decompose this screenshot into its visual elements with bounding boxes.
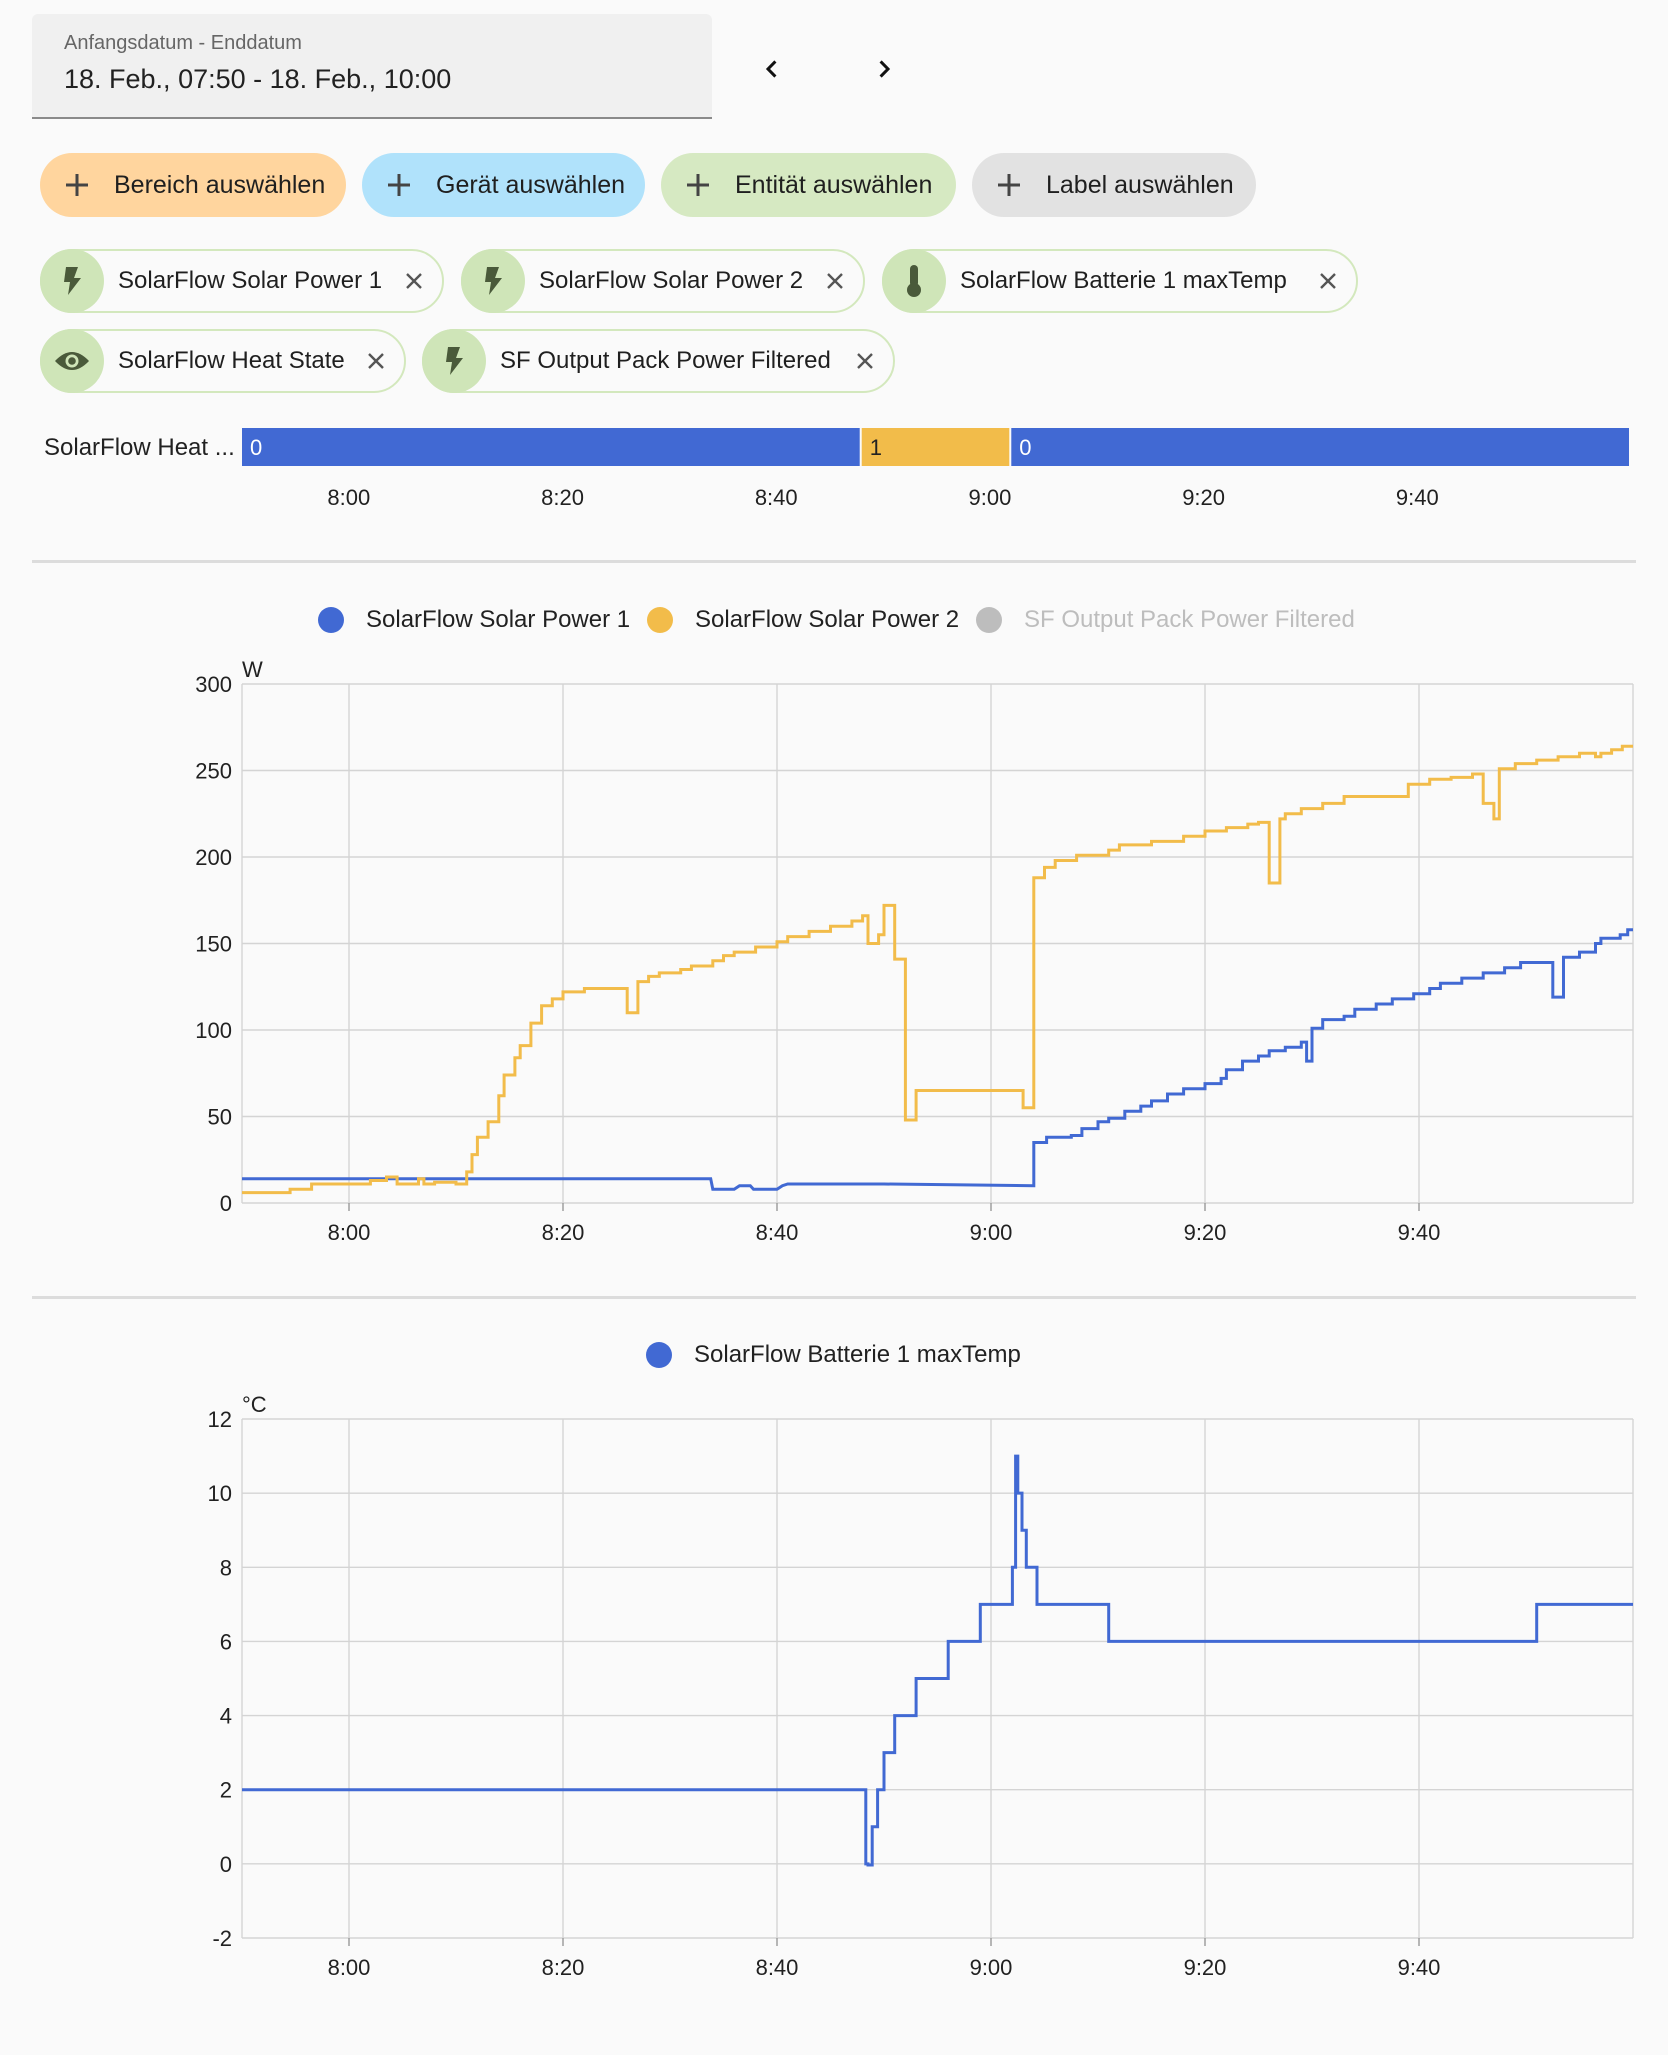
plus-icon bbox=[60, 172, 94, 198]
date-range-field[interactable]: Anfangsdatum - Enddatum 18. Feb., 07:50 … bbox=[32, 14, 712, 119]
y-tick-label: 0 bbox=[220, 1191, 232, 1216]
previous-range-button[interactable] bbox=[748, 45, 796, 93]
entity-chip-solar-power-1[interactable]: SolarFlow Solar Power 1 bbox=[40, 249, 444, 313]
select-device-chip[interactable]: Gerät auswählen bbox=[362, 153, 645, 217]
select-area-label: Bereich auswählen bbox=[114, 170, 326, 199]
x-tick-label: 9:20 bbox=[1184, 1955, 1227, 1980]
y-tick-label: 2 bbox=[220, 1778, 232, 1803]
y-tick-label: 50 bbox=[208, 1105, 232, 1130]
flash-icon bbox=[422, 329, 486, 393]
entity-chip-label: SolarFlow Solar Power 1 bbox=[118, 267, 383, 294]
timeline-entity-label: SolarFlow Heat ... bbox=[44, 434, 235, 461]
x-tick-label: 9:00 bbox=[969, 485, 1012, 510]
plus-icon bbox=[382, 172, 416, 198]
next-range-button[interactable] bbox=[860, 45, 908, 93]
x-tick-label: 8:00 bbox=[328, 1955, 371, 1980]
y-tick-label: 150 bbox=[195, 932, 232, 957]
timeline-segment-value: 0 bbox=[250, 435, 262, 460]
x-tick-label: 8:20 bbox=[542, 1955, 585, 1980]
x-tick-label: 9:40 bbox=[1398, 1220, 1441, 1245]
timeline-segment[interactable] bbox=[1011, 428, 1629, 466]
entity-chip-label: SolarFlow Batterie 1 maxTemp bbox=[960, 267, 1287, 294]
y-tick-label: 200 bbox=[195, 845, 232, 870]
entity-chip-output-pack-power[interactable]: SF Output Pack Power Filtered bbox=[422, 329, 895, 393]
legend-label: SolarFlow Batterie 1 maxTemp bbox=[694, 1341, 1021, 1368]
x-tick-label: 8:00 bbox=[327, 485, 370, 510]
temperature-chart-unit: °C bbox=[242, 1392, 267, 1417]
timeline-segment[interactable] bbox=[242, 428, 860, 466]
timeline-segment[interactable] bbox=[861, 428, 1010, 466]
chevron-left-icon bbox=[765, 60, 777, 78]
y-tick-label: 12 bbox=[208, 1407, 232, 1432]
entity-chip-label: SolarFlow Heat State bbox=[118, 347, 345, 374]
plus-icon bbox=[992, 172, 1026, 198]
y-tick-label: 100 bbox=[195, 1018, 232, 1043]
y-tick-label: 10 bbox=[208, 1481, 232, 1506]
flash-icon bbox=[40, 249, 104, 313]
series-line[interactable] bbox=[242, 928, 1633, 1191]
select-entity-chip[interactable]: Entität auswählen bbox=[661, 153, 956, 217]
x-tick-label: 9:40 bbox=[1398, 1955, 1441, 1980]
close-icon[interactable] bbox=[1314, 267, 1342, 295]
legend-item-solar-power-1[interactable]: SolarFlow Solar Power 1 bbox=[318, 606, 630, 634]
x-tick-label: 9:00 bbox=[970, 1220, 1013, 1245]
x-tick-label: 9:20 bbox=[1182, 485, 1225, 510]
x-tick-label: 8:20 bbox=[541, 485, 584, 510]
legend-item-battery-max-temp[interactable]: SolarFlow Batterie 1 maxTemp bbox=[646, 1341, 1021, 1369]
x-tick-label: 9:20 bbox=[1184, 1220, 1227, 1245]
power-chart-unit: W bbox=[242, 657, 263, 682]
legend-dot bbox=[647, 607, 673, 633]
plus-icon bbox=[681, 172, 715, 198]
date-range-value[interactable]: 18. Feb., 07:50 - 18. Feb., 10:00 bbox=[64, 64, 452, 94]
section-divider bbox=[32, 1296, 1636, 1299]
close-icon[interactable] bbox=[400, 267, 428, 295]
flash-icon bbox=[461, 249, 525, 313]
y-tick-label: 0 bbox=[220, 1852, 232, 1877]
timeline-segment-value: 0 bbox=[1019, 435, 1031, 460]
x-tick-label: 8:20 bbox=[542, 1220, 585, 1245]
legend-label: SolarFlow Solar Power 2 bbox=[695, 606, 960, 633]
legend-item-output-pack-power[interactable]: SF Output Pack Power Filtered bbox=[976, 606, 1355, 634]
entity-chip-label: SF Output Pack Power Filtered bbox=[500, 347, 831, 374]
legend-dot bbox=[976, 607, 1002, 633]
select-device-label: Gerät auswählen bbox=[436, 170, 626, 199]
y-tick-label: 250 bbox=[195, 759, 232, 784]
series-line[interactable] bbox=[242, 1454, 1633, 1867]
legend-item-solar-power-2[interactable]: SolarFlow Solar Power 2 bbox=[647, 606, 959, 634]
chevron-right-icon bbox=[879, 60, 891, 78]
y-tick-label: 6 bbox=[220, 1629, 232, 1654]
close-icon[interactable] bbox=[362, 347, 390, 375]
x-tick-label: 9:00 bbox=[970, 1955, 1013, 1980]
entity-chip-solar-power-2[interactable]: SolarFlow Solar Power 2 bbox=[461, 249, 865, 313]
close-icon[interactable] bbox=[821, 267, 849, 295]
legend-dot bbox=[646, 1342, 672, 1368]
series-line[interactable] bbox=[242, 744, 1633, 1195]
close-icon[interactable] bbox=[851, 347, 879, 375]
timeline-segment-value: 1 bbox=[870, 435, 882, 460]
entity-chip-battery-max-temp[interactable]: SolarFlow Batterie 1 maxTemp bbox=[882, 249, 1358, 313]
select-area-chip[interactable]: Bereich auswählen bbox=[40, 153, 346, 217]
select-label-chip[interactable]: Label auswählen bbox=[972, 153, 1256, 217]
date-range-label: Anfangsdatum - Enddatum bbox=[64, 32, 302, 54]
legend-dot bbox=[318, 607, 344, 633]
eye-icon bbox=[40, 329, 104, 393]
x-tick-label: 8:40 bbox=[755, 485, 798, 510]
y-tick-label: 300 bbox=[195, 672, 232, 697]
entity-chip-heat-state[interactable]: SolarFlow Heat State bbox=[40, 329, 406, 393]
select-entity-label: Entität auswählen bbox=[735, 170, 933, 199]
y-tick-label: -2 bbox=[212, 1926, 232, 1951]
section-divider bbox=[32, 560, 1636, 563]
select-label-label: Label auswählen bbox=[1046, 170, 1234, 199]
entity-chip-label: SolarFlow Solar Power 2 bbox=[539, 267, 804, 294]
x-tick-label: 9:40 bbox=[1396, 485, 1439, 510]
x-tick-label: 8:40 bbox=[756, 1955, 799, 1980]
y-tick-label: 8 bbox=[220, 1555, 232, 1580]
legend-label: SolarFlow Solar Power 1 bbox=[366, 606, 631, 633]
legend-label: SF Output Pack Power Filtered bbox=[1024, 606, 1355, 633]
x-tick-label: 8:40 bbox=[756, 1220, 799, 1245]
x-tick-label: 8:00 bbox=[328, 1220, 371, 1245]
thermometer-icon bbox=[882, 249, 946, 313]
y-tick-label: 4 bbox=[220, 1704, 232, 1729]
